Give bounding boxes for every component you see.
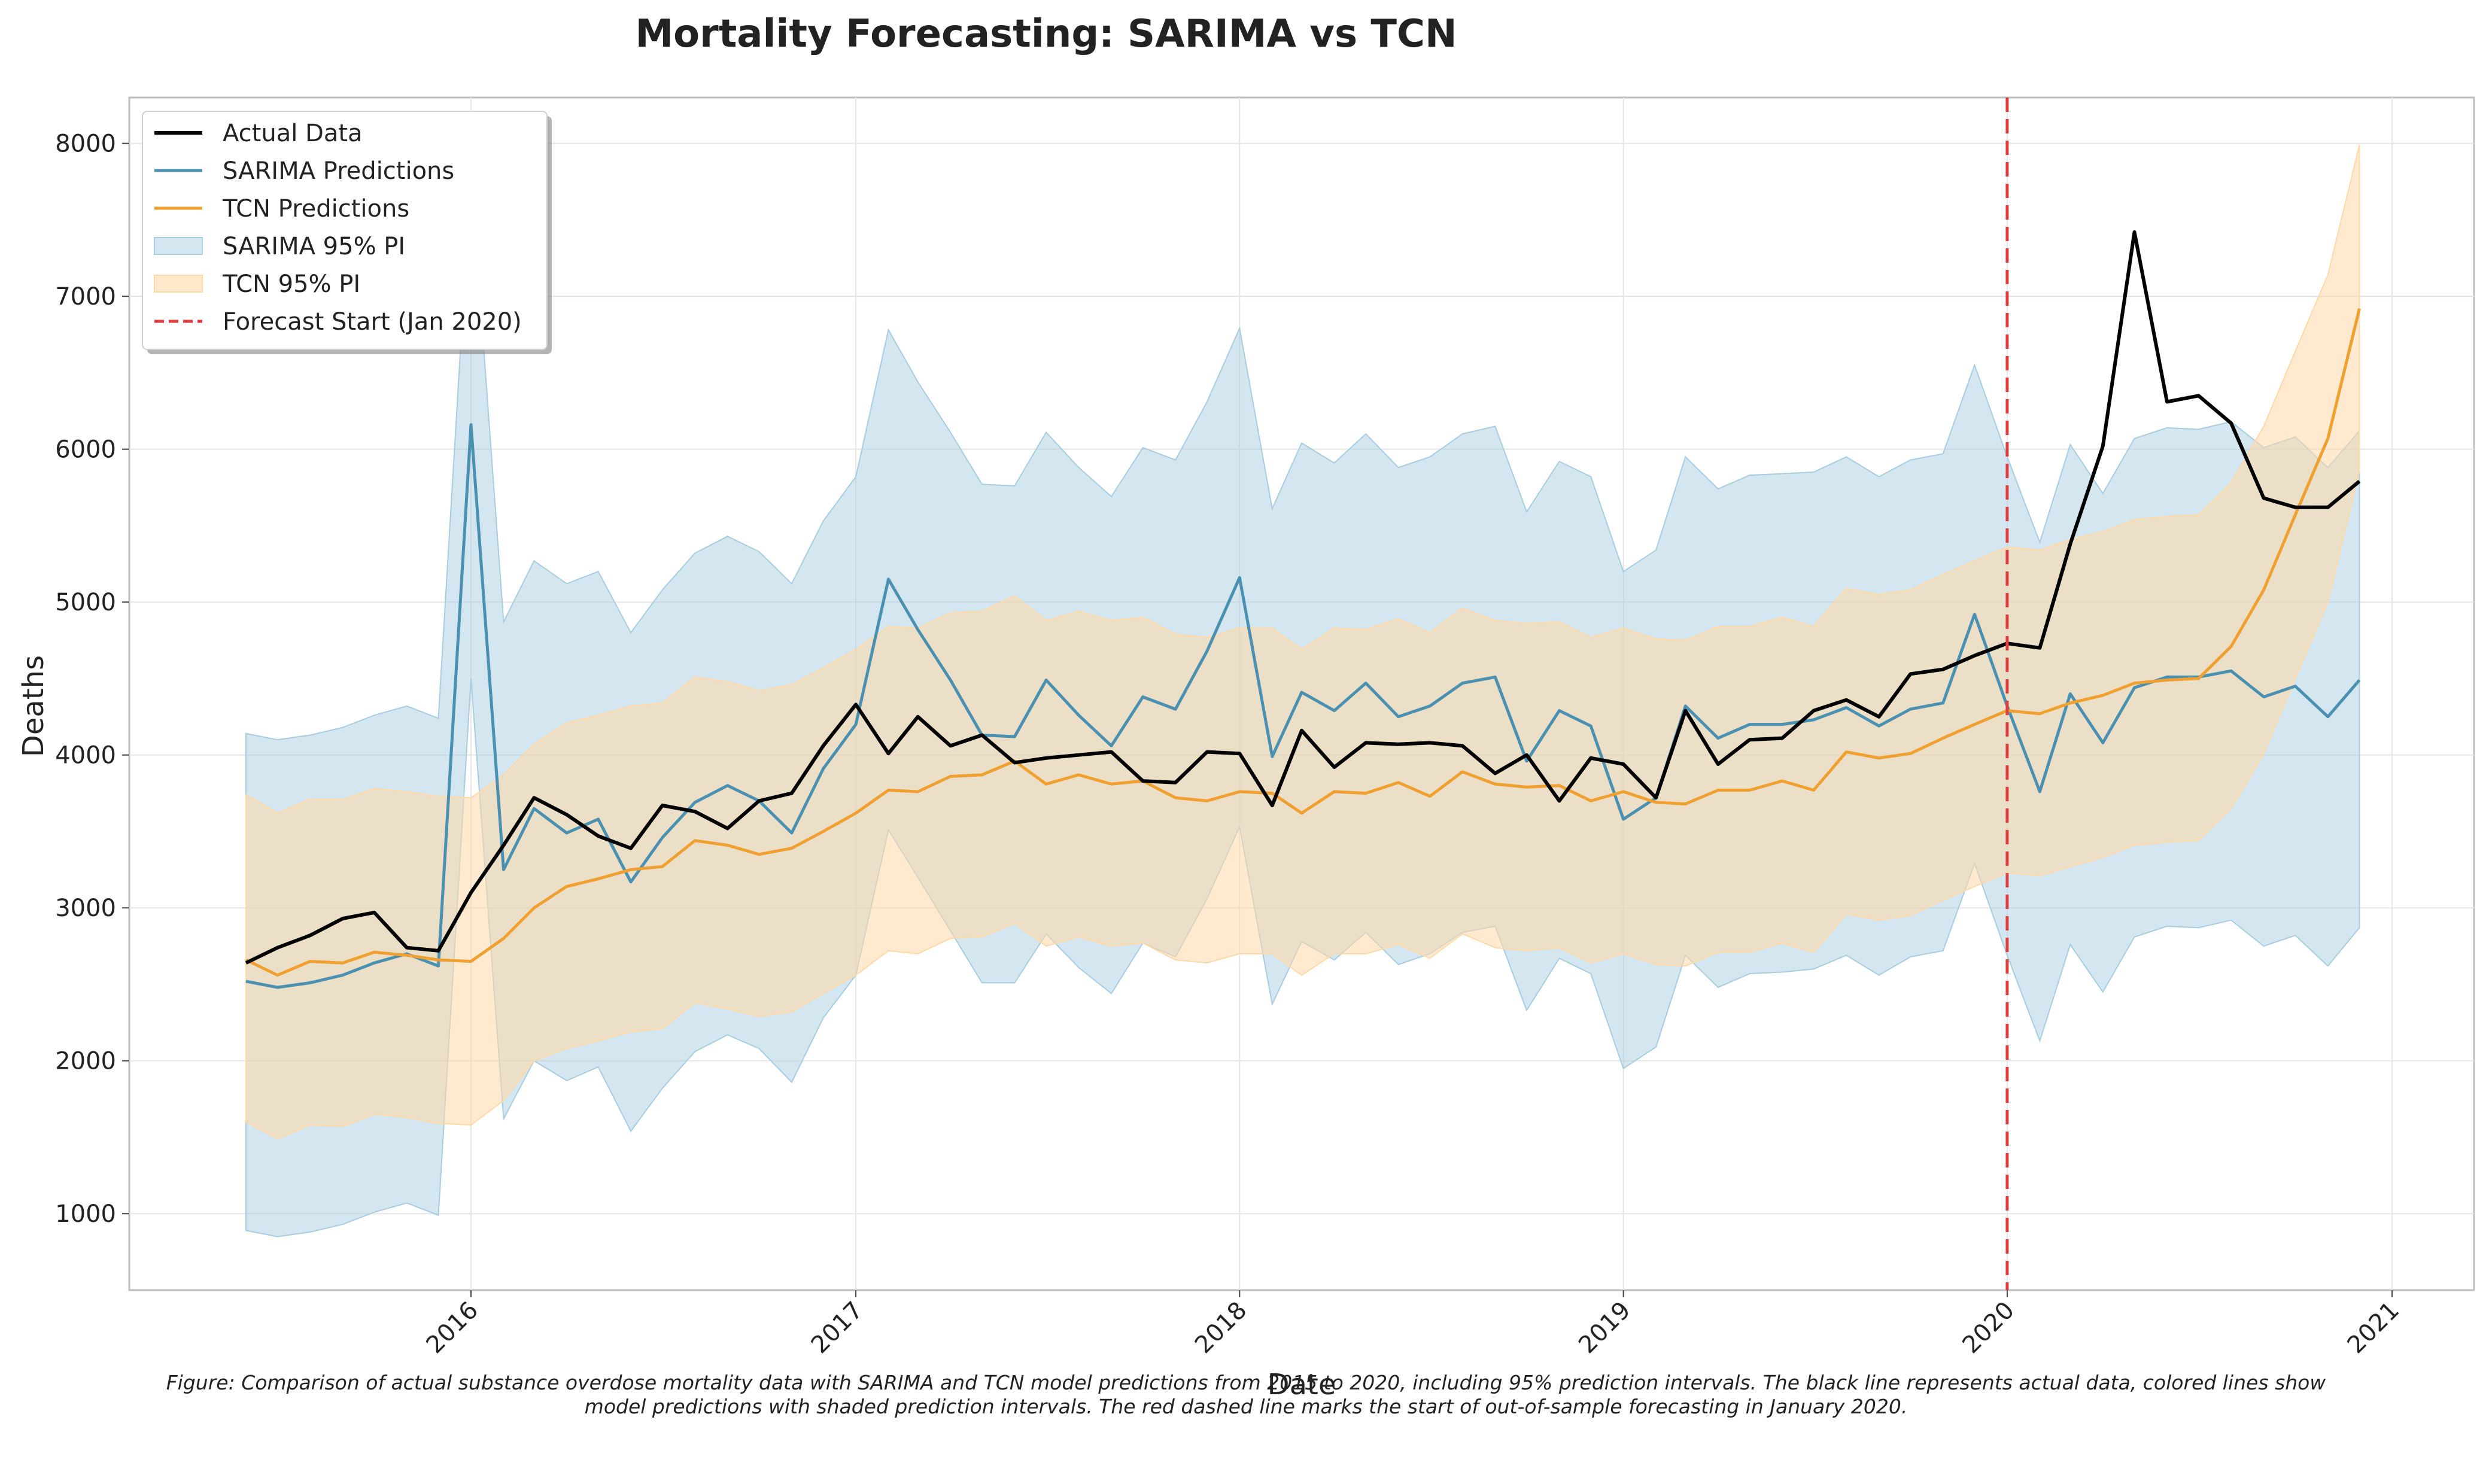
chart-title: Mortality Forecasting: SARIMA vs TCN bbox=[635, 12, 1457, 56]
y-tick-label: 3000 bbox=[55, 895, 116, 922]
legend-box bbox=[142, 111, 548, 350]
legend-forecast-start-label: Forecast Start (Jan 2020) bbox=[223, 308, 522, 336]
y-tick-label: 5000 bbox=[55, 589, 116, 616]
x-tick-label: 2018 bbox=[1190, 1297, 1253, 1360]
caption-line-1: Figure: Comparison of actual substance o… bbox=[166, 1371, 2326, 1394]
y-tick-label: 8000 bbox=[55, 130, 116, 158]
y-tick-label: 7000 bbox=[55, 283, 116, 311]
legend-sarima-pi-swatch bbox=[154, 237, 203, 255]
figure-caption: Figure: Comparison of actual substance o… bbox=[0, 1371, 2492, 1419]
y-tick-label: 1000 bbox=[55, 1200, 116, 1228]
legend-tcn-pi-swatch bbox=[154, 275, 203, 293]
x-tick-label: 2019 bbox=[1573, 1297, 1636, 1360]
prediction-bands bbox=[245, 144, 2360, 1237]
legend-actual-label: Actual Data bbox=[223, 120, 363, 147]
x-axis-label: Date bbox=[1268, 1368, 1336, 1401]
y-axis-label: Deaths bbox=[17, 655, 50, 757]
legend: Actual Data SARIMA Predictions TCN Predict… bbox=[142, 111, 552, 354]
y-tick-label: 2000 bbox=[55, 1048, 116, 1075]
x-tick-label: 2020 bbox=[1957, 1297, 2020, 1360]
x-tick-label: 2021 bbox=[2342, 1297, 2405, 1360]
y-tick-label: 4000 bbox=[55, 742, 116, 770]
tcn-pi-band bbox=[245, 144, 2360, 1140]
legend-tcn-pi-label: TCN 95% PI bbox=[222, 270, 360, 298]
x-tick-label: 2016 bbox=[421, 1297, 484, 1360]
y-tick-label: 6000 bbox=[55, 436, 116, 464]
legend-tcn-label: TCN Predictions bbox=[222, 195, 409, 223]
legend-sarima-label: SARIMA Predictions bbox=[223, 157, 454, 185]
caption-line-2: model predictions with shaded prediction… bbox=[584, 1395, 1908, 1418]
legend-sarima-pi-label: SARIMA 95% PI bbox=[223, 233, 405, 260]
x-tick-label: 2017 bbox=[806, 1297, 869, 1360]
